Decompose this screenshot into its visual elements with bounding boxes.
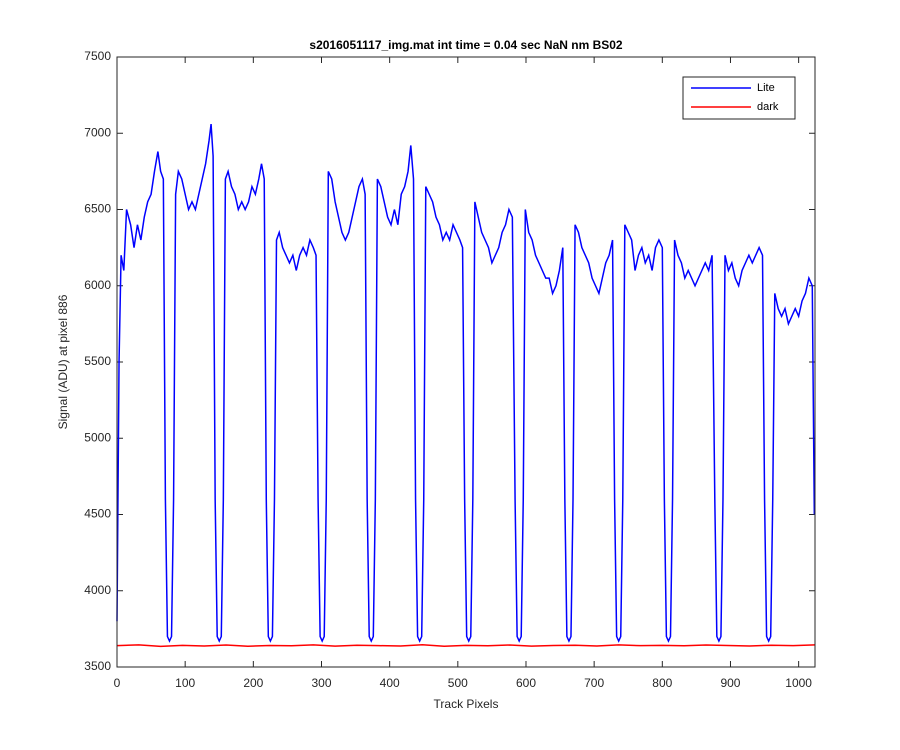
x-tick-label: 900	[720, 676, 740, 690]
y-tick-label: 3500	[84, 659, 111, 673]
y-tick-label: 4000	[84, 583, 111, 597]
x-tick-label: 800	[652, 676, 672, 690]
y-tick-label: 5500	[84, 354, 111, 368]
x-tick-label: 500	[448, 676, 468, 690]
x-tick-label: 300	[311, 676, 331, 690]
x-tick-label: 100	[175, 676, 195, 690]
y-tick-label: 7500	[84, 49, 111, 63]
y-tick-label: 6000	[84, 278, 111, 292]
y-tick-label: 7000	[84, 125, 111, 139]
x-tick-label: 600	[516, 676, 536, 690]
x-tick-label: 200	[243, 676, 263, 690]
data-line	[116, 124, 816, 643]
x-tick-label: 700	[584, 676, 604, 690]
data-line	[116, 643, 816, 648]
y-tick-label: 4500	[84, 507, 111, 521]
x-tick-label: 400	[380, 676, 400, 690]
y-axis-label: Signal (ADU) at pixel 886	[56, 294, 70, 429]
legend-label: Lite	[757, 82, 775, 94]
x-axis-label: Track Pixels	[434, 697, 499, 711]
legend-label: dark	[757, 101, 779, 113]
y-tick-label: 6500	[84, 202, 111, 216]
plot-frame	[116, 56, 816, 668]
chart-title: s2016051117_img.mat int time = 0.04 sec …	[309, 38, 623, 52]
y-tick-label: 5000	[84, 430, 111, 444]
x-tick-label: 0	[114, 676, 121, 690]
legend-box	[682, 76, 796, 120]
x-tick-label: 1000	[785, 676, 812, 690]
